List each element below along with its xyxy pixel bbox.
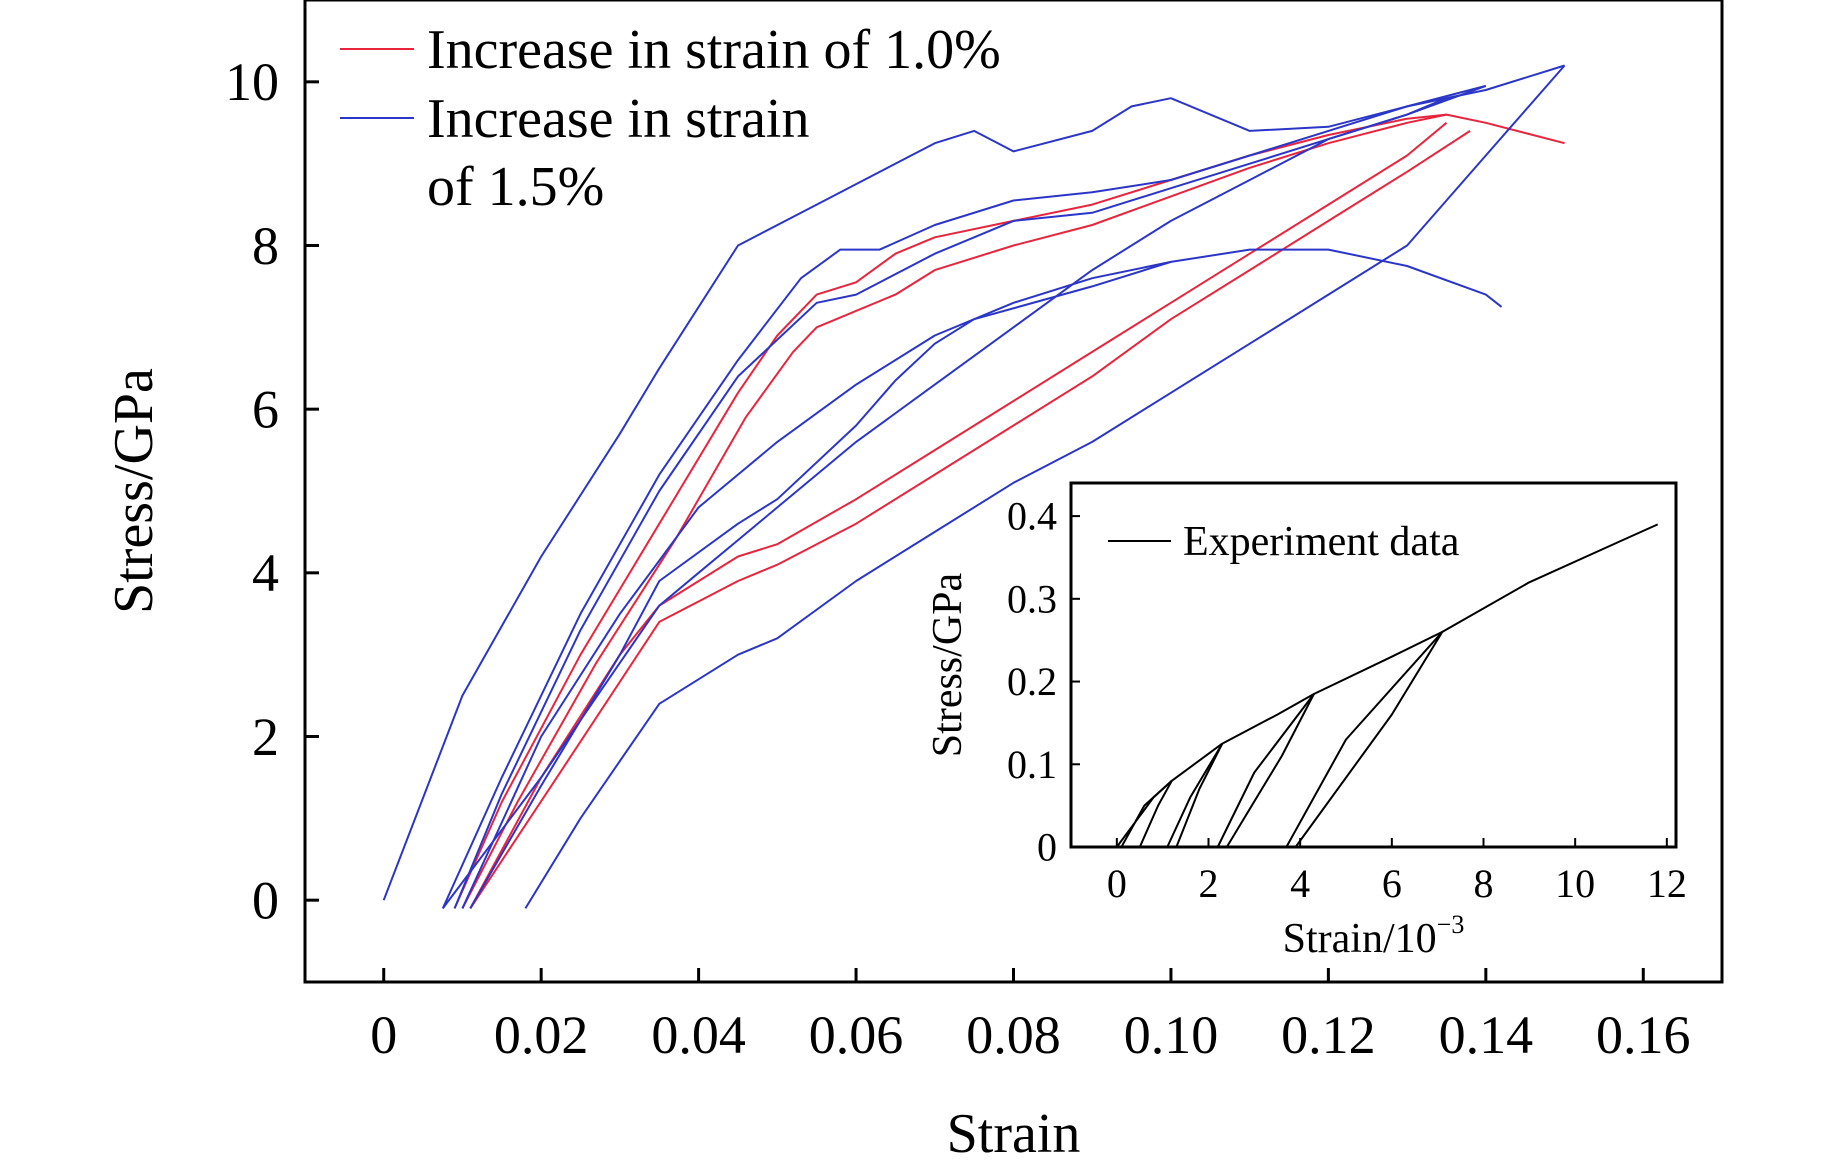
inset-series-0-line [1166, 743, 1224, 848]
inset-x-axis-label-exponent: −3 [1437, 910, 1465, 939]
y-tick-label: 10 [225, 52, 279, 112]
series-1-line [442, 84, 1487, 910]
legend-label-series-0: Increase in strain of 1.0% [427, 19, 1001, 81]
inset-series-0-line [1120, 780, 1173, 848]
inset-series-0-line [1225, 693, 1315, 848]
inset-series-0-line [1115, 523, 1659, 848]
inset-x-tick-label: 2 [1199, 861, 1219, 906]
inset-x-tick-label: 6 [1382, 861, 1402, 906]
x-tick-label: 0.16 [1596, 1005, 1691, 1065]
inset-x-tick-label: 8 [1474, 861, 1494, 906]
inset-series-0-line [1216, 693, 1315, 848]
x-tick-label: 0.08 [966, 1005, 1061, 1065]
inset-series-0-line [1175, 743, 1224, 848]
x-tick-label: 0.12 [1281, 1005, 1376, 1065]
series-1-line [441, 84, 1487, 909]
x-axis-label: Strain [947, 1103, 1081, 1165]
inset-series-0-line [1138, 780, 1173, 848]
series-1-line [524, 64, 1566, 909]
inset-y-tick-label: 0.3 [1007, 576, 1057, 621]
y-tick-label: 8 [252, 216, 279, 276]
x-tick-label: 0.10 [1124, 1005, 1219, 1065]
inset-x-tick-label: 4 [1290, 861, 1310, 906]
inset-legend-label: Experiment data [1183, 519, 1460, 565]
y-tick-label: 4 [252, 543, 279, 603]
y-axis-label: Stress/GPa [103, 368, 165, 614]
x-tick-label: 0.04 [651, 1005, 746, 1065]
x-tick-label: 0.02 [494, 1005, 589, 1065]
x-tick-label: 0.14 [1439, 1005, 1534, 1065]
legend-label-series-1: Increase in strain of 1.5% [427, 88, 809, 218]
y-tick-label: 0 [252, 871, 279, 931]
series-0-line [461, 113, 1447, 909]
series-1-line [461, 260, 1172, 909]
x-tick-label: 0 [370, 1005, 397, 1065]
y-tick-label: 2 [252, 707, 279, 767]
inset-y-tick-label: 0.1 [1007, 742, 1057, 787]
series-0-line [469, 122, 1448, 909]
series-0-line [469, 130, 1471, 909]
series-0-line [453, 113, 1565, 909]
inset-y-tick-label: 0 [1037, 825, 1057, 870]
inset-x-tick-label: 10 [1555, 861, 1595, 906]
inset-x-axis-label: Strain/10−3 [1283, 910, 1465, 962]
main-plot: 0 0.02 0.04 0.06 0.08 0.10 0.12 0.14 0.160246810… [103, 0, 1724, 1165]
inset-y-tick-label: 0.2 [1007, 659, 1057, 704]
inset-series-0-line [1294, 631, 1444, 848]
inset-series-0-line [1285, 631, 1444, 848]
y-tick-label: 6 [252, 380, 279, 440]
series-1-line [453, 97, 1447, 909]
inset-y-axis-label: Stress/GPa [925, 572, 971, 757]
inset-y-tick-label: 0.4 [1007, 494, 1057, 539]
x-tick-label: 0.06 [809, 1005, 904, 1065]
series-1-line [382, 64, 1565, 901]
inset-x-tick-label: 0 [1107, 861, 1127, 906]
series-1-line [469, 248, 1503, 909]
inset-x-tick-label: 12 [1647, 861, 1687, 906]
inset-plot: 0 2 4 6 8 10 12 0 0.1 0.2 0.3 0.4 Strain/10−3 Stress/… [925, 481, 1687, 962]
